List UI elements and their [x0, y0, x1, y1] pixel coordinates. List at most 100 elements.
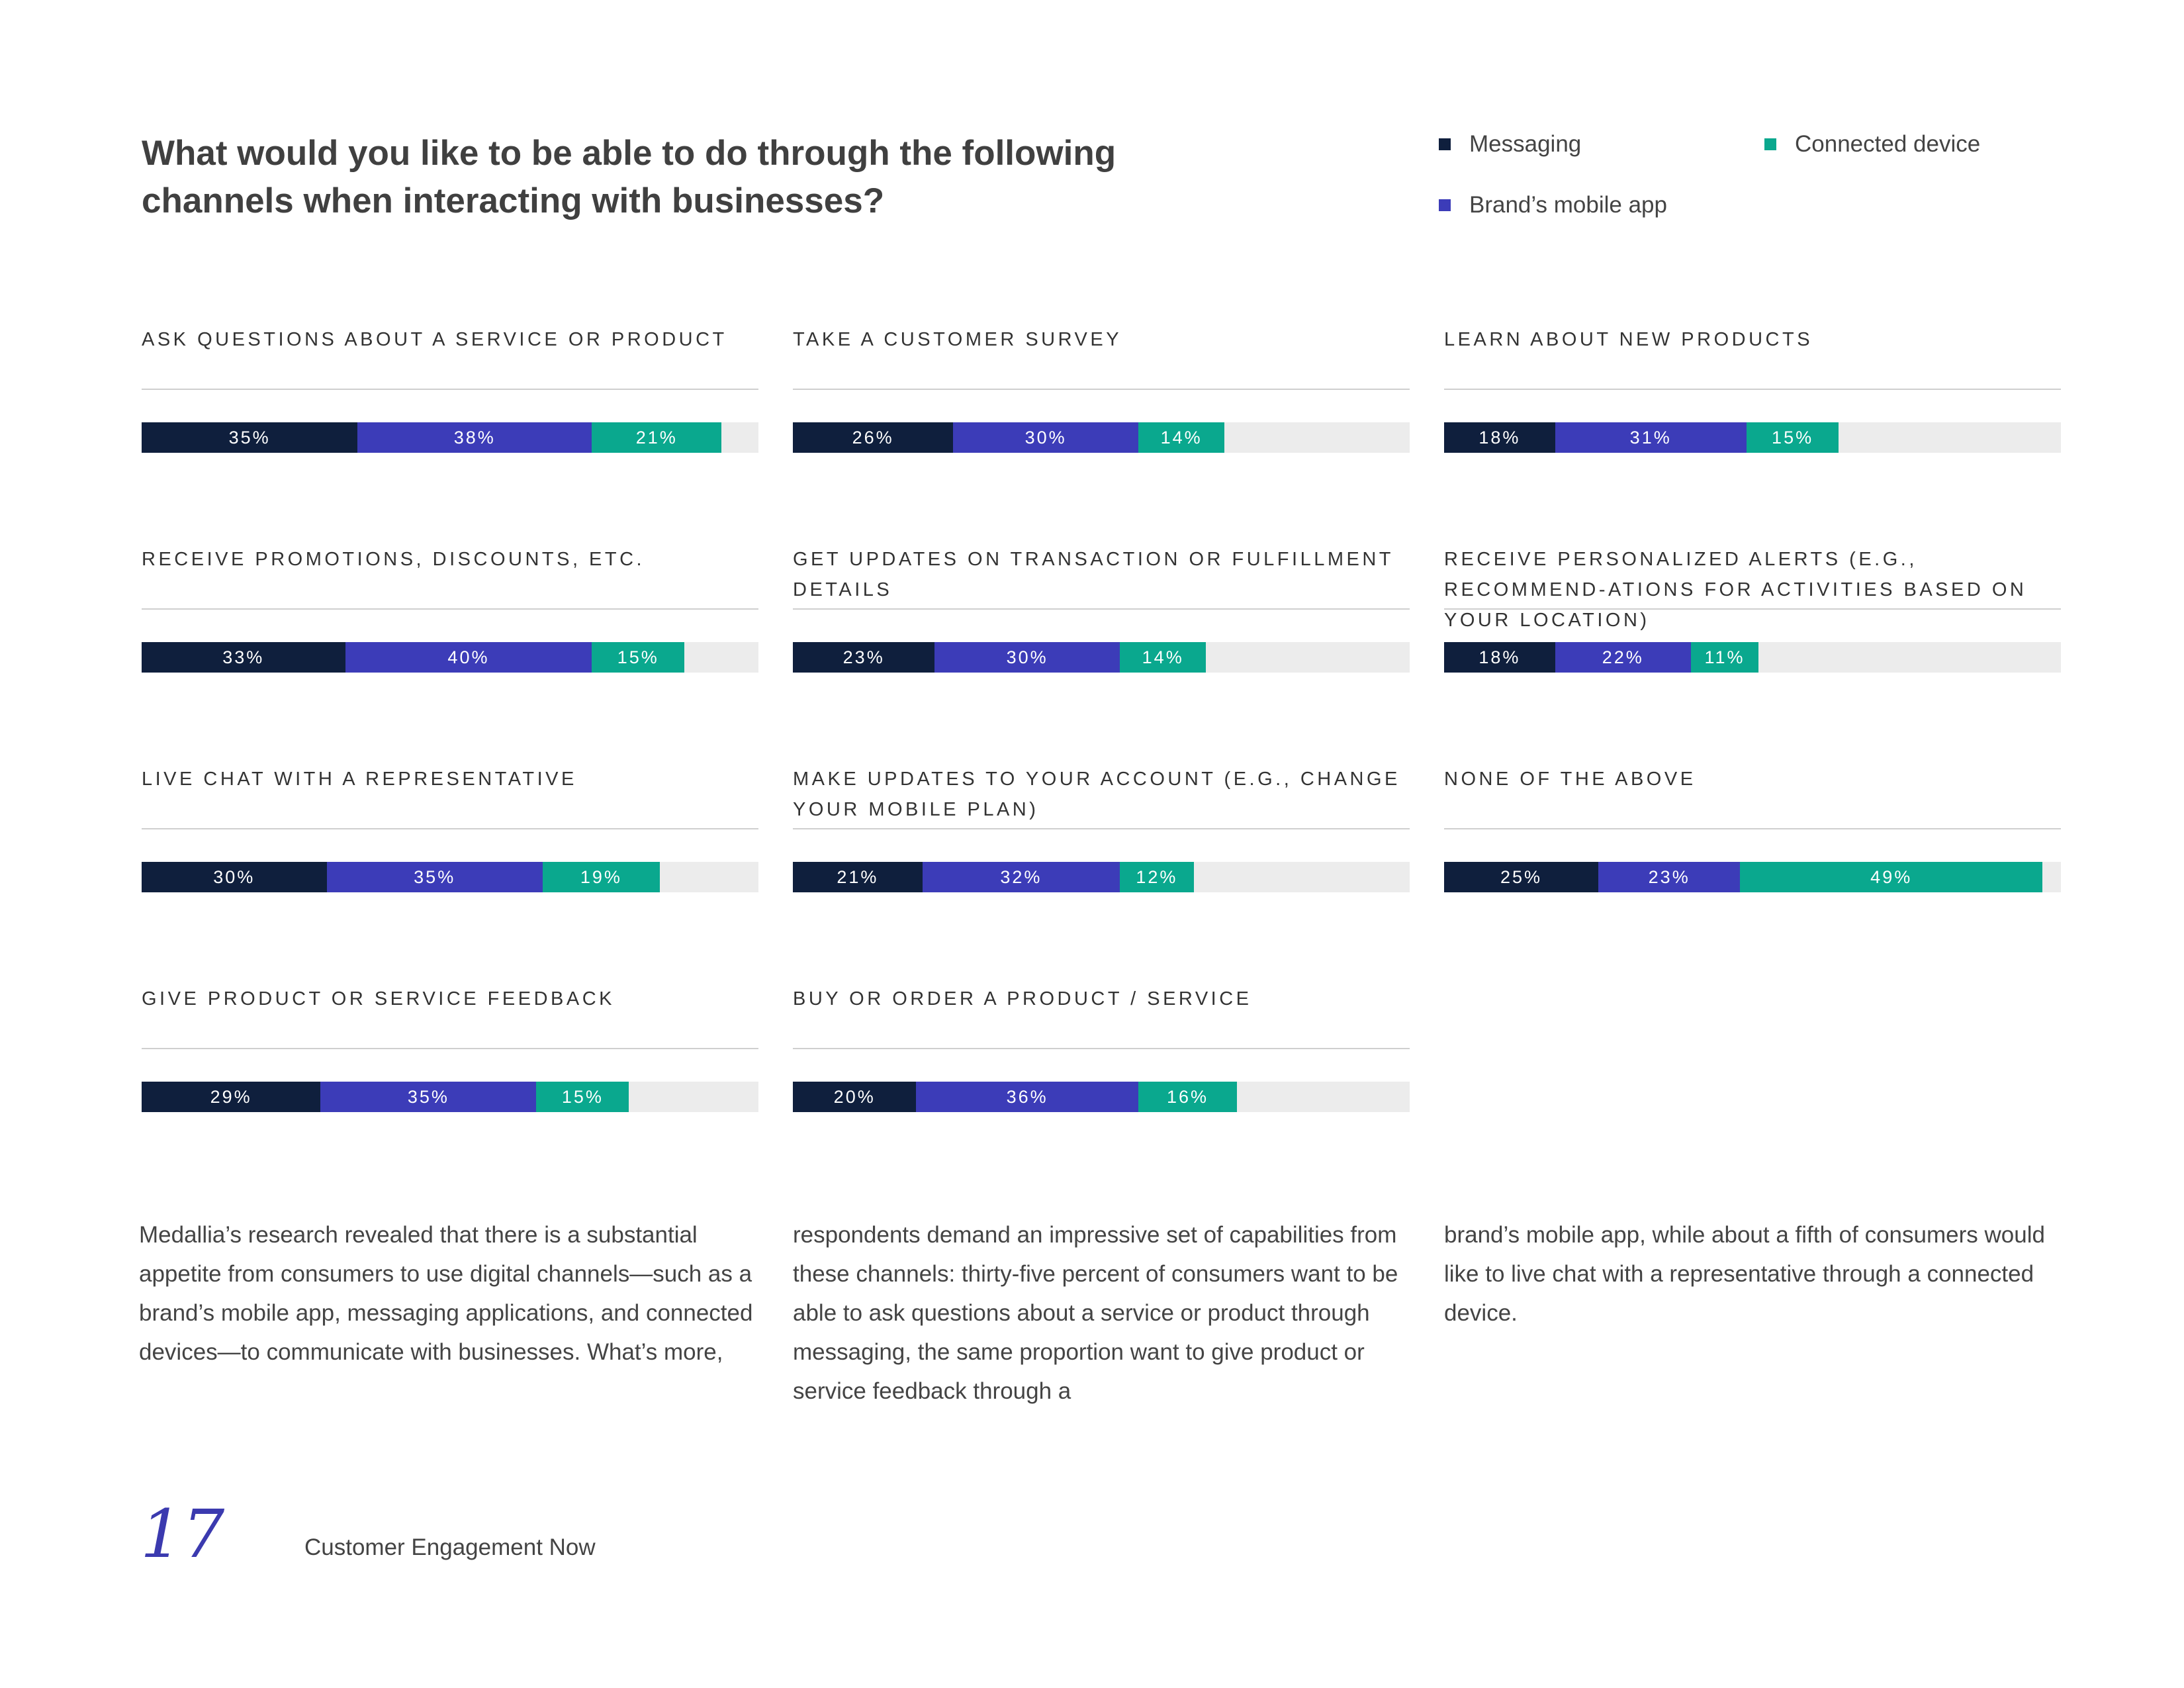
chart-panel: GET UPDATES ON TRANSACTION OR FULFILLMEN…	[793, 544, 1410, 763]
panel-divider	[142, 828, 758, 829]
bar-segment-mobile-app: 38%	[357, 422, 592, 453]
data-label: 15%	[561, 1086, 604, 1107]
data-label: 23%	[842, 647, 885, 667]
bar-segment-mobile-app: 22%	[1555, 642, 1691, 673]
data-label: 16%	[1166, 1086, 1208, 1107]
data-label: 20%	[833, 1086, 876, 1107]
bar-segment-connected-device: 14%	[1138, 422, 1225, 453]
page-number: 17	[140, 1495, 225, 1573]
data-label: 11%	[1704, 647, 1745, 667]
data-label: 21%	[635, 427, 678, 447]
data-label: 12%	[1136, 867, 1178, 887]
data-label: 35%	[407, 1086, 449, 1107]
chart-panel: ASK QUESTIONS ABOUT A SERVICE OR PRODUCT…	[142, 324, 758, 543]
chart-panel: RECEIVE PERSONALIZED ALERTS (E.G., RECOM…	[1444, 544, 2061, 763]
panel-divider	[793, 1048, 1410, 1049]
data-label: 14%	[1142, 647, 1184, 667]
bar-track: 21% 32% 12%	[793, 862, 1410, 892]
data-label: 23%	[1648, 867, 1690, 887]
legend-label-messaging: Messaging	[1469, 131, 1582, 157]
legend-item-mobile-app: Brand’s mobile app	[1439, 192, 1667, 218]
chart-panel: GIVE PRODUCT OR SERVICE FEEDBACK 29% 35% 15…	[142, 984, 758, 1202]
bar-segment-mobile-app: 23%	[1598, 862, 1741, 892]
panel-divider	[1444, 389, 2061, 390]
data-label: 30%	[213, 867, 255, 887]
bar-track: 26% 30% 14%	[793, 422, 1410, 453]
bar-segment-mobile-app: 30%	[953, 422, 1138, 453]
bar-segment-messaging: 18%	[1444, 642, 1555, 673]
bar-track: 18% 22% 11%	[1444, 642, 2061, 673]
data-label: 33%	[222, 647, 265, 667]
data-label: 35%	[414, 867, 456, 887]
data-label: 18%	[1479, 647, 1521, 667]
chart-panel: LEARN ABOUT NEW PRODUCTS 18% 31% 15%	[1444, 324, 2061, 543]
bar-segment-connected-device: 19%	[542, 862, 660, 892]
data-label: 30%	[1024, 427, 1067, 447]
bar-segment-mobile-app: 35%	[326, 862, 543, 892]
data-label: 22%	[1602, 647, 1644, 667]
panel-title: RECEIVE PROMOTIONS, DISCOUNTS, ETC.	[142, 549, 645, 570]
bar-segment-mobile-app: 32%	[922, 862, 1120, 892]
chart-title-line-1: What would you like to be able to do thr…	[142, 134, 1116, 173]
legend-label-mobile-app: Brand’s mobile app	[1469, 192, 1667, 218]
panel-title: TAKE A CUSTOMER SURVEY	[793, 329, 1122, 350]
data-label: 31%	[1629, 427, 1672, 447]
panel-title: BUY OR ORDER A PRODUCT / SERVICE	[793, 988, 1252, 1009]
bar-segment-messaging: 18%	[1444, 422, 1555, 453]
bar-track: 29% 35% 15%	[142, 1082, 758, 1112]
data-label: 32%	[1000, 867, 1042, 887]
bar-segment-messaging: 30%	[142, 862, 327, 892]
panel-divider	[793, 389, 1410, 390]
bar-track: 20% 36% 16%	[793, 1082, 1410, 1112]
panel-title: LIVE CHAT WITH A REPRESENTATIVE	[142, 769, 577, 790]
panel-divider	[142, 389, 758, 390]
bar-segment-connected-device: 15%	[1746, 422, 1839, 453]
chart-title-line-2: channels when interacting with businesse…	[142, 181, 885, 220]
bar-segment-connected-device: 16%	[1138, 1082, 1238, 1112]
bar-segment-messaging: 33%	[142, 642, 345, 673]
document-title: Customer Engagement Now	[304, 1534, 596, 1560]
panel-title: GIVE PRODUCT OR SERVICE FEEDBACK	[142, 988, 615, 1009]
legend-swatch-connected-device	[1764, 138, 1776, 150]
bar-segment-mobile-app: 31%	[1555, 422, 1747, 453]
bar-segment-mobile-app: 40%	[345, 642, 592, 673]
data-label: 36%	[1006, 1086, 1048, 1107]
legend: Messaging Connected device Brand’s mobil…	[1439, 131, 2101, 237]
bar-segment-mobile-app: 36%	[916, 1082, 1138, 1112]
chart-panel: RECEIVE PROMOTIONS, DISCOUNTS, ETC. 33% 40…	[142, 544, 758, 763]
bar-track: 18% 31% 15%	[1444, 422, 2061, 453]
bar-segment-messaging: 21%	[793, 862, 923, 892]
bar-segment-connected-device: 12%	[1119, 862, 1194, 892]
bar-segment-messaging: 35%	[142, 422, 358, 453]
panel-title: LEARN ABOUT NEW PRODUCTS	[1444, 329, 1813, 350]
chart-panel: LIVE CHAT WITH A REPRESENTATIVE 30% 35% 19%	[142, 764, 758, 982]
legend-swatch-messaging	[1439, 138, 1451, 150]
panel-title: ASK QUESTIONS ABOUT A SERVICE OR PRODUCT	[142, 329, 727, 350]
bar-segment-mobile-app: 30%	[934, 642, 1120, 673]
legend-swatch-mobile-app	[1439, 199, 1451, 211]
chart-panel: TAKE A CUSTOMER SURVEY 26% 30% 14%	[793, 324, 1410, 543]
bar-segment-connected-device: 21%	[592, 422, 722, 453]
panel-title: MAKE UPDATES TO YOUR ACCOUNT (E.G., CHAN…	[793, 769, 1400, 820]
legend-item-connected-device: Connected device	[1764, 131, 1980, 158]
bar-segment-mobile-app: 35%	[320, 1082, 537, 1112]
bar-track: 35% 38% 21%	[142, 422, 758, 453]
data-label: 38%	[453, 427, 496, 447]
chart-title: What would you like to be able to do thr…	[142, 130, 1267, 225]
bar-segment-messaging: 26%	[793, 422, 954, 453]
panel-divider	[1444, 608, 2061, 610]
bar-track: 23% 30% 14%	[793, 642, 1410, 673]
chart-panel: BUY OR ORDER A PRODUCT / SERVICE 20% 36% 16…	[793, 984, 1410, 1202]
panel-divider	[793, 828, 1410, 829]
bar-segment-messaging: 20%	[793, 1082, 917, 1112]
chart-panel: NONE OF THE ABOVE 25% 23% 49%	[1444, 764, 2061, 982]
data-label: 40%	[447, 647, 490, 667]
data-label: 25%	[1500, 867, 1543, 887]
body-text-column-3: brand’s mobile app, while about a fifth …	[1444, 1222, 2045, 1326]
panel-divider	[1444, 828, 2061, 829]
panel-divider	[142, 1048, 758, 1049]
data-label: 29%	[210, 1086, 252, 1107]
data-label: 18%	[1479, 427, 1521, 447]
bar-track: 30% 35% 19%	[142, 862, 758, 892]
bar-segment-connected-device: 15%	[536, 1082, 629, 1112]
